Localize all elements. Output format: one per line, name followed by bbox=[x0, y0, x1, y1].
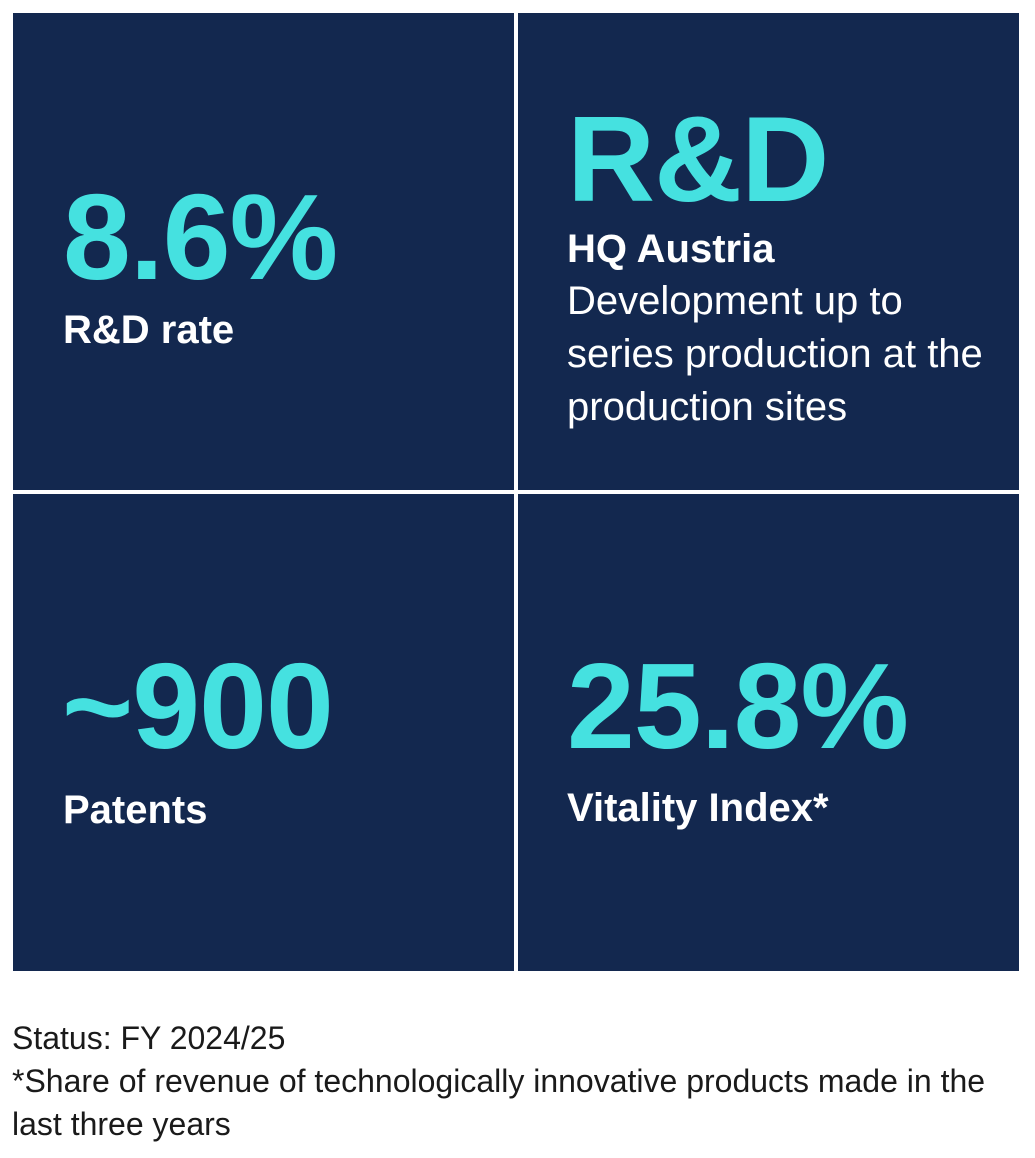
hq-description: Development up to series production at t… bbox=[567, 279, 983, 429]
hq-label: HQ Austria bbox=[567, 227, 775, 271]
rd-heading: R&D bbox=[567, 91, 829, 227]
vitality-index-label: Vitality Index* bbox=[567, 786, 829, 830]
vitality-index-value: 25.8% bbox=[567, 638, 909, 774]
rd-rate-value: 8.6% bbox=[63, 169, 338, 305]
status-text: Status: FY 2024/25 bbox=[12, 1020, 286, 1056]
kpi-tile-rd-rate: 8.6% R&D rate bbox=[13, 13, 514, 490]
footnote-text: *Share of revenue of technologically inn… bbox=[12, 1063, 986, 1142]
kpi-tile-patents: ~900 Patents bbox=[13, 494, 514, 971]
patents-value: ~900 bbox=[62, 638, 334, 774]
kpi-tile-vitality-index: 25.8% Vitality Index* bbox=[518, 494, 1019, 971]
footer-notes: Status: FY 2024/25 *Share of revenue of … bbox=[12, 1017, 1022, 1146]
patents-label: Patents bbox=[63, 788, 208, 832]
rd-rate-label: R&D rate bbox=[63, 308, 235, 352]
kpi-tile-rd-hq: R&D HQ Austria Development up to series … bbox=[518, 13, 1019, 490]
